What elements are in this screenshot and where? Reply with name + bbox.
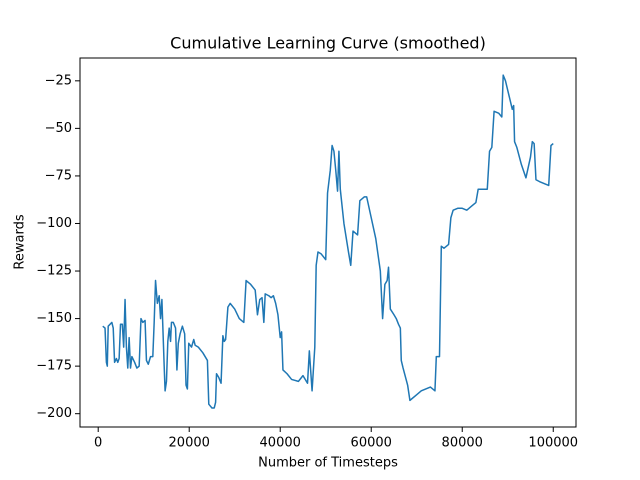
x-tick-label: 0 bbox=[94, 436, 102, 451]
y-tick-label: −25 bbox=[45, 73, 72, 88]
y-tick-label: −100 bbox=[36, 216, 72, 231]
y-tick-label: −125 bbox=[36, 264, 72, 279]
data-line bbox=[102, 74, 554, 409]
y-tick-label: −200 bbox=[36, 406, 72, 421]
x-tick-label: 20000 bbox=[169, 436, 210, 451]
y-axis-label: Rewards bbox=[13, 214, 28, 269]
x-tick-label: 60000 bbox=[351, 436, 392, 451]
y-tick-label: −175 bbox=[36, 359, 72, 374]
y-tick-label: −150 bbox=[36, 311, 72, 326]
plot-frame bbox=[79, 57, 577, 428]
chart-title: Cumulative Learning Curve (smoothed) bbox=[170, 34, 486, 53]
x-tick-label: 80000 bbox=[442, 436, 483, 451]
x-tick-label: 100000 bbox=[528, 436, 578, 451]
y-tick-label: −50 bbox=[45, 121, 72, 136]
x-tick-label: 40000 bbox=[260, 436, 301, 451]
x-axis-label: Number of Timesteps bbox=[258, 456, 398, 471]
y-tick-label: −75 bbox=[45, 168, 72, 183]
